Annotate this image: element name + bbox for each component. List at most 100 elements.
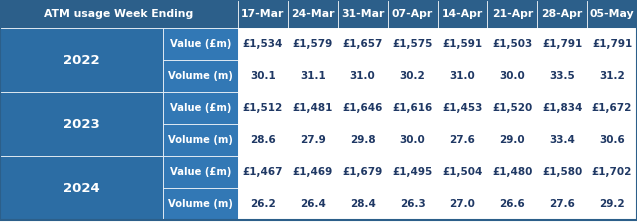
Bar: [238, 0, 288, 28]
Bar: [487, 60, 537, 92]
Text: 30.0: 30.0: [399, 135, 426, 145]
Text: 07-Apr: 07-Apr: [392, 9, 433, 19]
Text: £1,702: £1,702: [592, 167, 633, 177]
Bar: [388, 60, 438, 92]
Text: 2023: 2023: [63, 118, 100, 131]
Text: 30.6: 30.6: [599, 135, 625, 145]
Text: Volume (m): Volume (m): [168, 199, 233, 209]
Text: 30.0: 30.0: [499, 71, 525, 81]
Text: 28.6: 28.6: [250, 135, 276, 145]
Text: 24-Mar: 24-Mar: [291, 9, 334, 19]
Bar: [587, 124, 637, 156]
Text: 2022: 2022: [63, 54, 100, 67]
Text: 31.0: 31.0: [450, 71, 475, 81]
Text: 29.2: 29.2: [599, 199, 625, 209]
Text: 28.4: 28.4: [350, 199, 376, 209]
Text: 27.6: 27.6: [450, 135, 475, 145]
Bar: [537, 156, 587, 188]
Bar: [487, 188, 537, 220]
Bar: [0, 92, 163, 156]
Bar: [388, 124, 438, 156]
Bar: [288, 0, 338, 28]
Bar: [587, 92, 637, 124]
Bar: [487, 28, 537, 60]
Bar: [587, 28, 637, 60]
Text: £1,657: £1,657: [343, 39, 383, 49]
Bar: [288, 28, 338, 60]
Text: £1,504: £1,504: [442, 167, 483, 177]
Text: 2024: 2024: [63, 181, 100, 194]
Bar: [537, 60, 587, 92]
Bar: [487, 124, 537, 156]
Text: 27.9: 27.9: [300, 135, 326, 145]
Bar: [587, 60, 637, 92]
Text: 14-Apr: 14-Apr: [442, 9, 483, 19]
Text: ATM usage Week Ending: ATM usage Week Ending: [45, 9, 194, 19]
Bar: [487, 156, 537, 188]
Bar: [238, 124, 288, 156]
Bar: [438, 0, 487, 28]
Text: Volume (m): Volume (m): [168, 71, 233, 81]
Bar: [238, 28, 288, 60]
Bar: [338, 188, 388, 220]
Text: 27.0: 27.0: [450, 199, 475, 209]
Text: 17-Mar: 17-Mar: [241, 9, 285, 19]
Bar: [163, 156, 238, 188]
Bar: [338, 28, 388, 60]
Text: Value (£m): Value (£m): [170, 39, 231, 49]
Text: 28-Apr: 28-Apr: [541, 9, 583, 19]
Bar: [587, 188, 637, 220]
Text: 31-Mar: 31-Mar: [341, 9, 384, 19]
Bar: [587, 0, 637, 28]
Bar: [537, 28, 587, 60]
Text: £1,579: £1,579: [292, 39, 333, 49]
Text: 26.3: 26.3: [399, 199, 426, 209]
Bar: [388, 156, 438, 188]
Bar: [338, 92, 388, 124]
Bar: [288, 92, 338, 124]
Bar: [388, 0, 438, 28]
Text: 21-Apr: 21-Apr: [492, 9, 533, 19]
Bar: [587, 156, 637, 188]
Bar: [288, 156, 338, 188]
Text: 26.2: 26.2: [250, 199, 276, 209]
Bar: [338, 124, 388, 156]
Bar: [338, 156, 388, 188]
Text: £1,616: £1,616: [392, 103, 433, 113]
Bar: [0, 28, 163, 92]
Text: £1,453: £1,453: [442, 103, 483, 113]
Text: £1,495: £1,495: [392, 167, 433, 177]
Bar: [388, 188, 438, 220]
Text: £1,469: £1,469: [292, 167, 333, 177]
Bar: [288, 60, 338, 92]
Text: £1,481: £1,481: [292, 103, 333, 113]
Bar: [238, 92, 288, 124]
Text: 31.1: 31.1: [300, 71, 326, 81]
Bar: [238, 188, 288, 220]
Bar: [163, 60, 238, 92]
Text: 30.2: 30.2: [399, 71, 426, 81]
Text: 26.4: 26.4: [300, 199, 326, 209]
Text: Volume (m): Volume (m): [168, 135, 233, 145]
Bar: [438, 28, 487, 60]
Bar: [0, 156, 163, 220]
Text: Value (£m): Value (£m): [170, 167, 231, 177]
Text: 30.1: 30.1: [250, 71, 276, 81]
Text: £1,791: £1,791: [592, 39, 632, 49]
Bar: [487, 92, 537, 124]
Bar: [438, 156, 487, 188]
Bar: [288, 188, 338, 220]
Text: 27.6: 27.6: [549, 199, 575, 209]
Bar: [163, 188, 238, 220]
Text: £1,679: £1,679: [343, 167, 383, 177]
Text: 26.6: 26.6: [499, 199, 525, 209]
Text: £1,520: £1,520: [492, 103, 533, 113]
Bar: [537, 92, 587, 124]
Bar: [388, 92, 438, 124]
Text: £1,791: £1,791: [542, 39, 582, 49]
Bar: [338, 60, 388, 92]
Bar: [163, 124, 238, 156]
Text: £1,503: £1,503: [492, 39, 533, 49]
Text: 31.2: 31.2: [599, 71, 625, 81]
Text: 29.8: 29.8: [350, 135, 375, 145]
